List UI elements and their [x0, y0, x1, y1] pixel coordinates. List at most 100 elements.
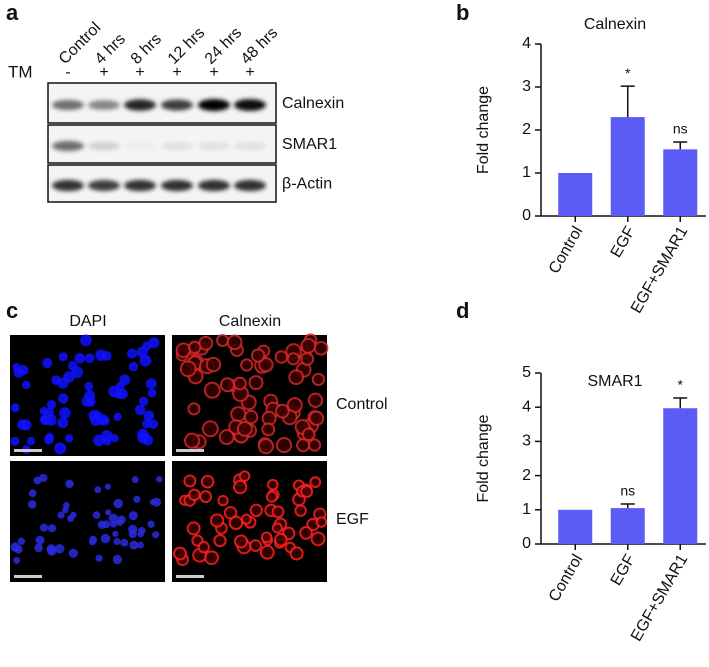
band	[161, 99, 193, 111]
nucleus	[100, 533, 111, 544]
band	[52, 179, 84, 192]
nucleus	[156, 475, 163, 483]
x-tick-label: Control	[546, 552, 587, 605]
nucleus	[68, 548, 78, 558]
cell	[313, 340, 329, 356]
y-tick-label: 2	[522, 121, 531, 138]
column-label: Calnexin	[219, 313, 281, 330]
y-tick-label: 3	[522, 433, 531, 450]
cell	[260, 531, 273, 544]
nucleus	[129, 540, 139, 550]
nucleus	[120, 538, 129, 547]
cell	[307, 392, 324, 408]
y-tick-label: 1	[522, 164, 531, 181]
nucleus	[54, 543, 65, 554]
y-tick-label: 1	[522, 501, 531, 518]
cell	[213, 533, 227, 548]
nucleus	[96, 413, 108, 426]
nucleus	[152, 497, 162, 507]
treatment-sign: +	[172, 64, 181, 81]
nucleus	[95, 554, 103, 562]
cell	[186, 521, 201, 536]
band	[124, 142, 156, 150]
cell	[288, 369, 305, 386]
panel-label: a	[6, 0, 19, 25]
bar	[663, 149, 698, 216]
band	[198, 141, 230, 151]
cell	[289, 546, 304, 561]
nucleus	[39, 523, 49, 532]
nucleus	[134, 404, 146, 416]
bar	[663, 408, 698, 544]
cell	[243, 409, 259, 425]
nucleus	[64, 434, 74, 443]
nucleus	[67, 361, 78, 371]
band	[234, 179, 266, 192]
nucleus	[137, 530, 144, 538]
nucleus	[21, 380, 31, 390]
cell	[233, 376, 247, 391]
column-label: DAPI	[69, 313, 106, 330]
cell	[203, 381, 221, 399]
y-axis-label: Fold change	[475, 86, 492, 174]
bar	[558, 173, 593, 216]
blot-bands	[52, 99, 266, 111]
cell	[236, 420, 253, 437]
blot-bands	[52, 179, 266, 192]
significance-label: ns	[673, 121, 688, 137]
x-tick-label: EGF+SMAR1	[628, 552, 691, 645]
treatment-sign: +	[99, 64, 108, 81]
cell	[309, 476, 322, 489]
nucleus	[84, 381, 94, 391]
cell	[233, 479, 248, 495]
band	[234, 99, 266, 111]
nucleus	[142, 419, 152, 429]
cell	[300, 352, 315, 366]
cell	[248, 375, 264, 391]
cell	[299, 526, 313, 540]
scale-bar	[14, 575, 42, 578]
treatment-sign: +	[209, 64, 218, 81]
cell	[240, 358, 254, 372]
nucleus	[84, 353, 95, 364]
nucleus	[112, 530, 119, 538]
nucleus	[104, 483, 111, 490]
lane-label: 12 hrs	[165, 24, 208, 67]
nucleus	[131, 476, 139, 484]
cell	[217, 494, 229, 507]
cell	[197, 541, 210, 554]
nucleus	[133, 495, 141, 503]
band	[88, 180, 120, 191]
nucleus	[65, 479, 74, 489]
treatment-sign: +	[245, 64, 254, 81]
y-tick-label: 3	[522, 78, 531, 95]
band-label: β-Actin	[282, 176, 332, 193]
nucleus	[34, 543, 43, 553]
row-label: EGF	[336, 511, 369, 528]
cell	[204, 550, 219, 566]
nucleus	[148, 337, 160, 349]
nucleus	[108, 513, 119, 524]
treatment-sign: -	[65, 64, 70, 81]
nucleus	[35, 535, 45, 545]
scale-bar	[14, 449, 42, 452]
nucleus	[145, 378, 157, 390]
band	[52, 140, 84, 152]
nucleus	[117, 515, 126, 524]
nucleus	[10, 436, 20, 446]
nucleus	[57, 511, 65, 519]
micrograph	[10, 461, 165, 582]
x-tick-label: EGF	[608, 551, 639, 588]
nucleus	[10, 403, 20, 413]
nucleus	[139, 354, 152, 367]
error-bar	[620, 503, 635, 509]
nucleus	[152, 531, 160, 539]
cell	[300, 485, 314, 498]
nucleus	[138, 396, 149, 407]
nucleus	[147, 388, 157, 398]
cell	[183, 474, 197, 488]
band	[88, 100, 120, 110]
error-bar	[620, 85, 635, 118]
lane-label: 48 hrs	[238, 24, 281, 67]
